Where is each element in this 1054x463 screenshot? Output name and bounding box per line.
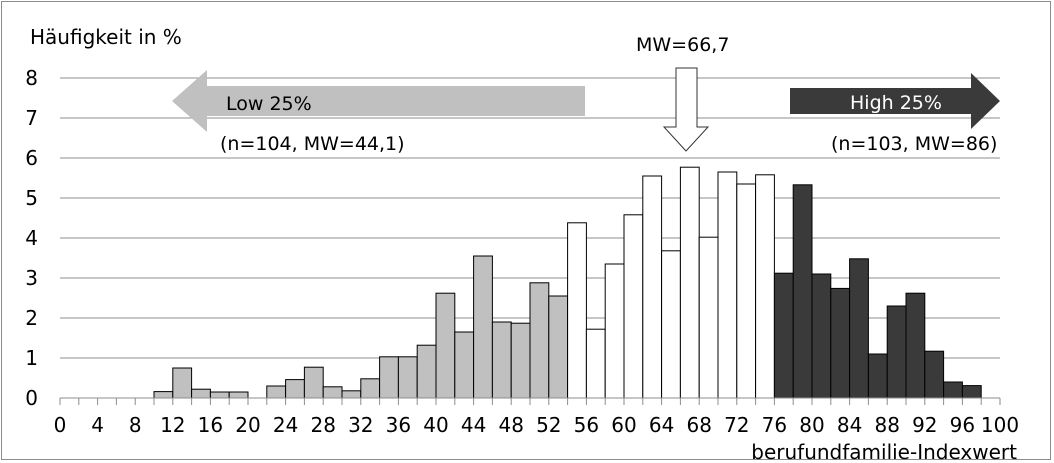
histogram-bar [454,331,475,399]
histogram-bar [529,282,550,399]
x-tick-label: 84 [837,413,862,437]
x-tick-label: 56 [574,413,599,437]
histogram-bar [905,292,926,399]
y-tick-label: 8 [25,66,38,90]
histogram-bar [849,258,869,399]
histogram-bar [303,366,324,399]
histogram-bar [510,322,531,399]
x-tick-label: 68 [686,413,711,437]
histogram-bar [736,183,757,399]
mean-arrow [662,67,710,152]
histogram-bar [191,388,211,399]
x-tick-label: 48 [498,413,523,437]
x-tick-label: 16 [198,413,223,437]
x-tick-label: 4 [91,413,104,437]
histogram-bar [209,391,230,399]
y-tick-label: 7 [25,106,38,130]
histogram-bar [473,255,493,399]
y-tick-label: 0 [25,386,38,410]
y-tick-labels: 0 1 2 3 4 5 6 7 8 [25,66,38,410]
x-tick-label: 76 [762,413,787,437]
histogram-bar [886,305,907,399]
histogram-bar [585,328,606,399]
y-tick-label: 3 [25,266,38,290]
x-tick-label: 36 [386,413,411,437]
x-tick-label: 24 [273,413,298,437]
high-25-arrow [790,73,1000,129]
histogram-bar [341,390,362,399]
histogram-bar [867,353,888,399]
x-tick-label: 8 [129,413,142,437]
histogram-bar [172,367,193,399]
y-tick-label: 2 [25,306,38,330]
x-tick-label: 0 [54,413,67,437]
histogram-bar [679,166,700,399]
histogram-bar [397,356,418,399]
histogram-bar [642,175,663,399]
high-25-label: High 25% [850,92,942,114]
histogram-bar [228,391,249,399]
x-tick-label: 64 [649,413,674,437]
y-axis-title: Häufigkeit in % [30,25,182,49]
histogram-bar [773,272,794,399]
histogram-bar [416,344,437,399]
histogram-bar [811,273,832,399]
histogram-bar [266,385,287,399]
histogram-bar [943,381,963,399]
x-tick-label: 96 [950,413,975,437]
y-tick-label: 6 [25,146,38,170]
histogram-bar [360,378,381,399]
histogram-bar [285,379,305,399]
x-tick-label: 88 [874,413,899,437]
low-25-label: Low 25% [226,93,312,115]
x-axis-title: berufundfamilie-Indexwert [751,440,1017,463]
low-25-stats: (n=104, MW=44,1) [220,133,405,155]
y-tick-label: 4 [25,226,38,250]
histogram-bar [661,250,681,399]
x-tick-label: 44 [461,413,486,437]
histogram-bar [830,287,851,399]
x-tick-label: 40 [423,413,448,437]
x-tick-label: 12 [160,413,185,437]
mean-label: MW=66,7 [636,34,729,56]
x-tick-label: 28 [310,413,335,437]
histogram-bar [491,321,512,399]
x-tick-label: 52 [536,413,561,437]
x-tick-label: 20 [235,413,260,437]
x-tick-label: 32 [348,413,373,437]
histogram-bar [623,214,644,399]
histogram-bar [755,174,775,399]
high-25-stats: (n=103, MW=86) [831,133,997,155]
bars [153,166,982,399]
x-tick-label: 92 [912,413,937,437]
histogram-bar [567,222,587,399]
histogram-bar [961,385,982,399]
y-tick-label: 5 [25,186,38,210]
x-tick-label: 80 [799,413,824,437]
histogram-bar [698,236,719,399]
low-25-arrow [172,70,585,132]
histogram-bar [717,171,738,399]
x-tick-label: 72 [724,413,749,437]
x-tick-label: 60 [611,413,636,437]
x-tick-labels: 0 4 8 12 16 20 24 28 32 36 40 44 48 52 56 60 64 68 72 76 80 8… [54,413,1019,437]
y-tick-label: 1 [25,346,38,370]
histogram-bar [604,263,625,399]
histogram-bar [379,356,399,399]
histogram-bar [153,391,174,399]
histogram-bar [924,350,945,399]
histogram-bar [322,386,343,399]
histogram-bar [548,295,569,399]
histogram-bar [792,184,813,399]
histogram-bar [435,292,456,399]
x-tick-label: 100 [981,413,1019,437]
x-axis [59,397,1001,405]
